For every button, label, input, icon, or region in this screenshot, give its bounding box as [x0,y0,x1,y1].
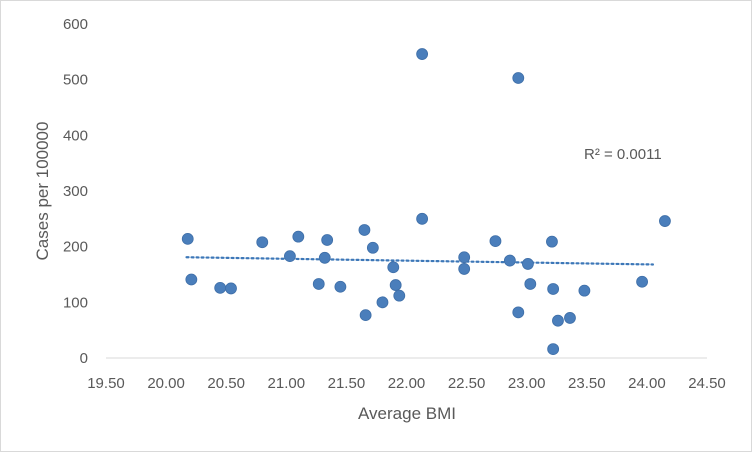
y-tick-label: 400 [63,127,88,144]
data-point [225,282,237,295]
data-point [181,232,194,245]
data-point [547,283,560,295]
x-axis-title: Average BMI [358,404,456,423]
data-point [387,261,400,274]
data-point [389,279,402,291]
x-tick-label: 24.50 [688,375,726,392]
data-points [181,48,671,355]
data-point [512,306,525,319]
x-tick-label: 20.50 [207,375,245,392]
data-point [512,72,525,84]
y-tick-label: 500 [63,72,88,89]
data-point [359,309,372,322]
data-point [312,278,325,290]
data-point [416,48,429,60]
x-axis-ticks: 19.50 20.00 20.50 21.00 21.50 22.00 22.50 23.00… [87,375,726,392]
x-tick-label: 21.50 [328,375,366,392]
data-point [522,258,534,270]
y-tick-label: 200 [63,239,88,256]
data-point [358,224,371,236]
data-point [489,235,502,248]
data-point [376,296,389,309]
data-point [334,280,347,293]
data-point [416,212,429,225]
data-point [256,236,269,249]
x-tick-label: 23.00 [508,375,546,392]
data-point [366,241,379,254]
data-point [393,289,406,302]
r-squared-label: R² = 0.0011 [584,146,662,163]
data-point [284,250,296,263]
data-point [564,312,576,324]
x-tick-label: 22.50 [448,375,486,392]
y-tick-label: 600 [63,16,88,33]
x-tick-label: 19.50 [87,375,125,392]
x-tick-label: 20.00 [147,375,185,392]
y-tick-label: 300 [63,183,88,200]
y-tick-label: 0 [80,350,88,367]
data-point [524,278,537,290]
data-point [546,235,558,248]
data-point [214,281,227,294]
x-tick-label: 23.50 [568,375,606,392]
data-point [552,314,564,327]
data-point [578,284,591,297]
data-point [503,254,516,267]
data-point [547,343,560,355]
data-point [292,230,305,243]
data-point [318,251,331,264]
y-axis-title: Cases per 100000 [33,122,52,261]
data-point [659,215,671,227]
data-point [636,275,648,288]
x-tick-label: 21.00 [268,375,306,392]
y-tick-label: 100 [63,294,88,311]
data-point [458,263,471,275]
data-point [185,273,198,286]
x-tick-label: 24.00 [628,375,666,392]
y-axis-ticks: 0 100 200 300 400 500 600 [63,16,88,367]
x-tick-label: 22.00 [388,375,426,392]
data-point [321,234,334,246]
trendline [185,256,655,266]
data-point [458,251,471,264]
